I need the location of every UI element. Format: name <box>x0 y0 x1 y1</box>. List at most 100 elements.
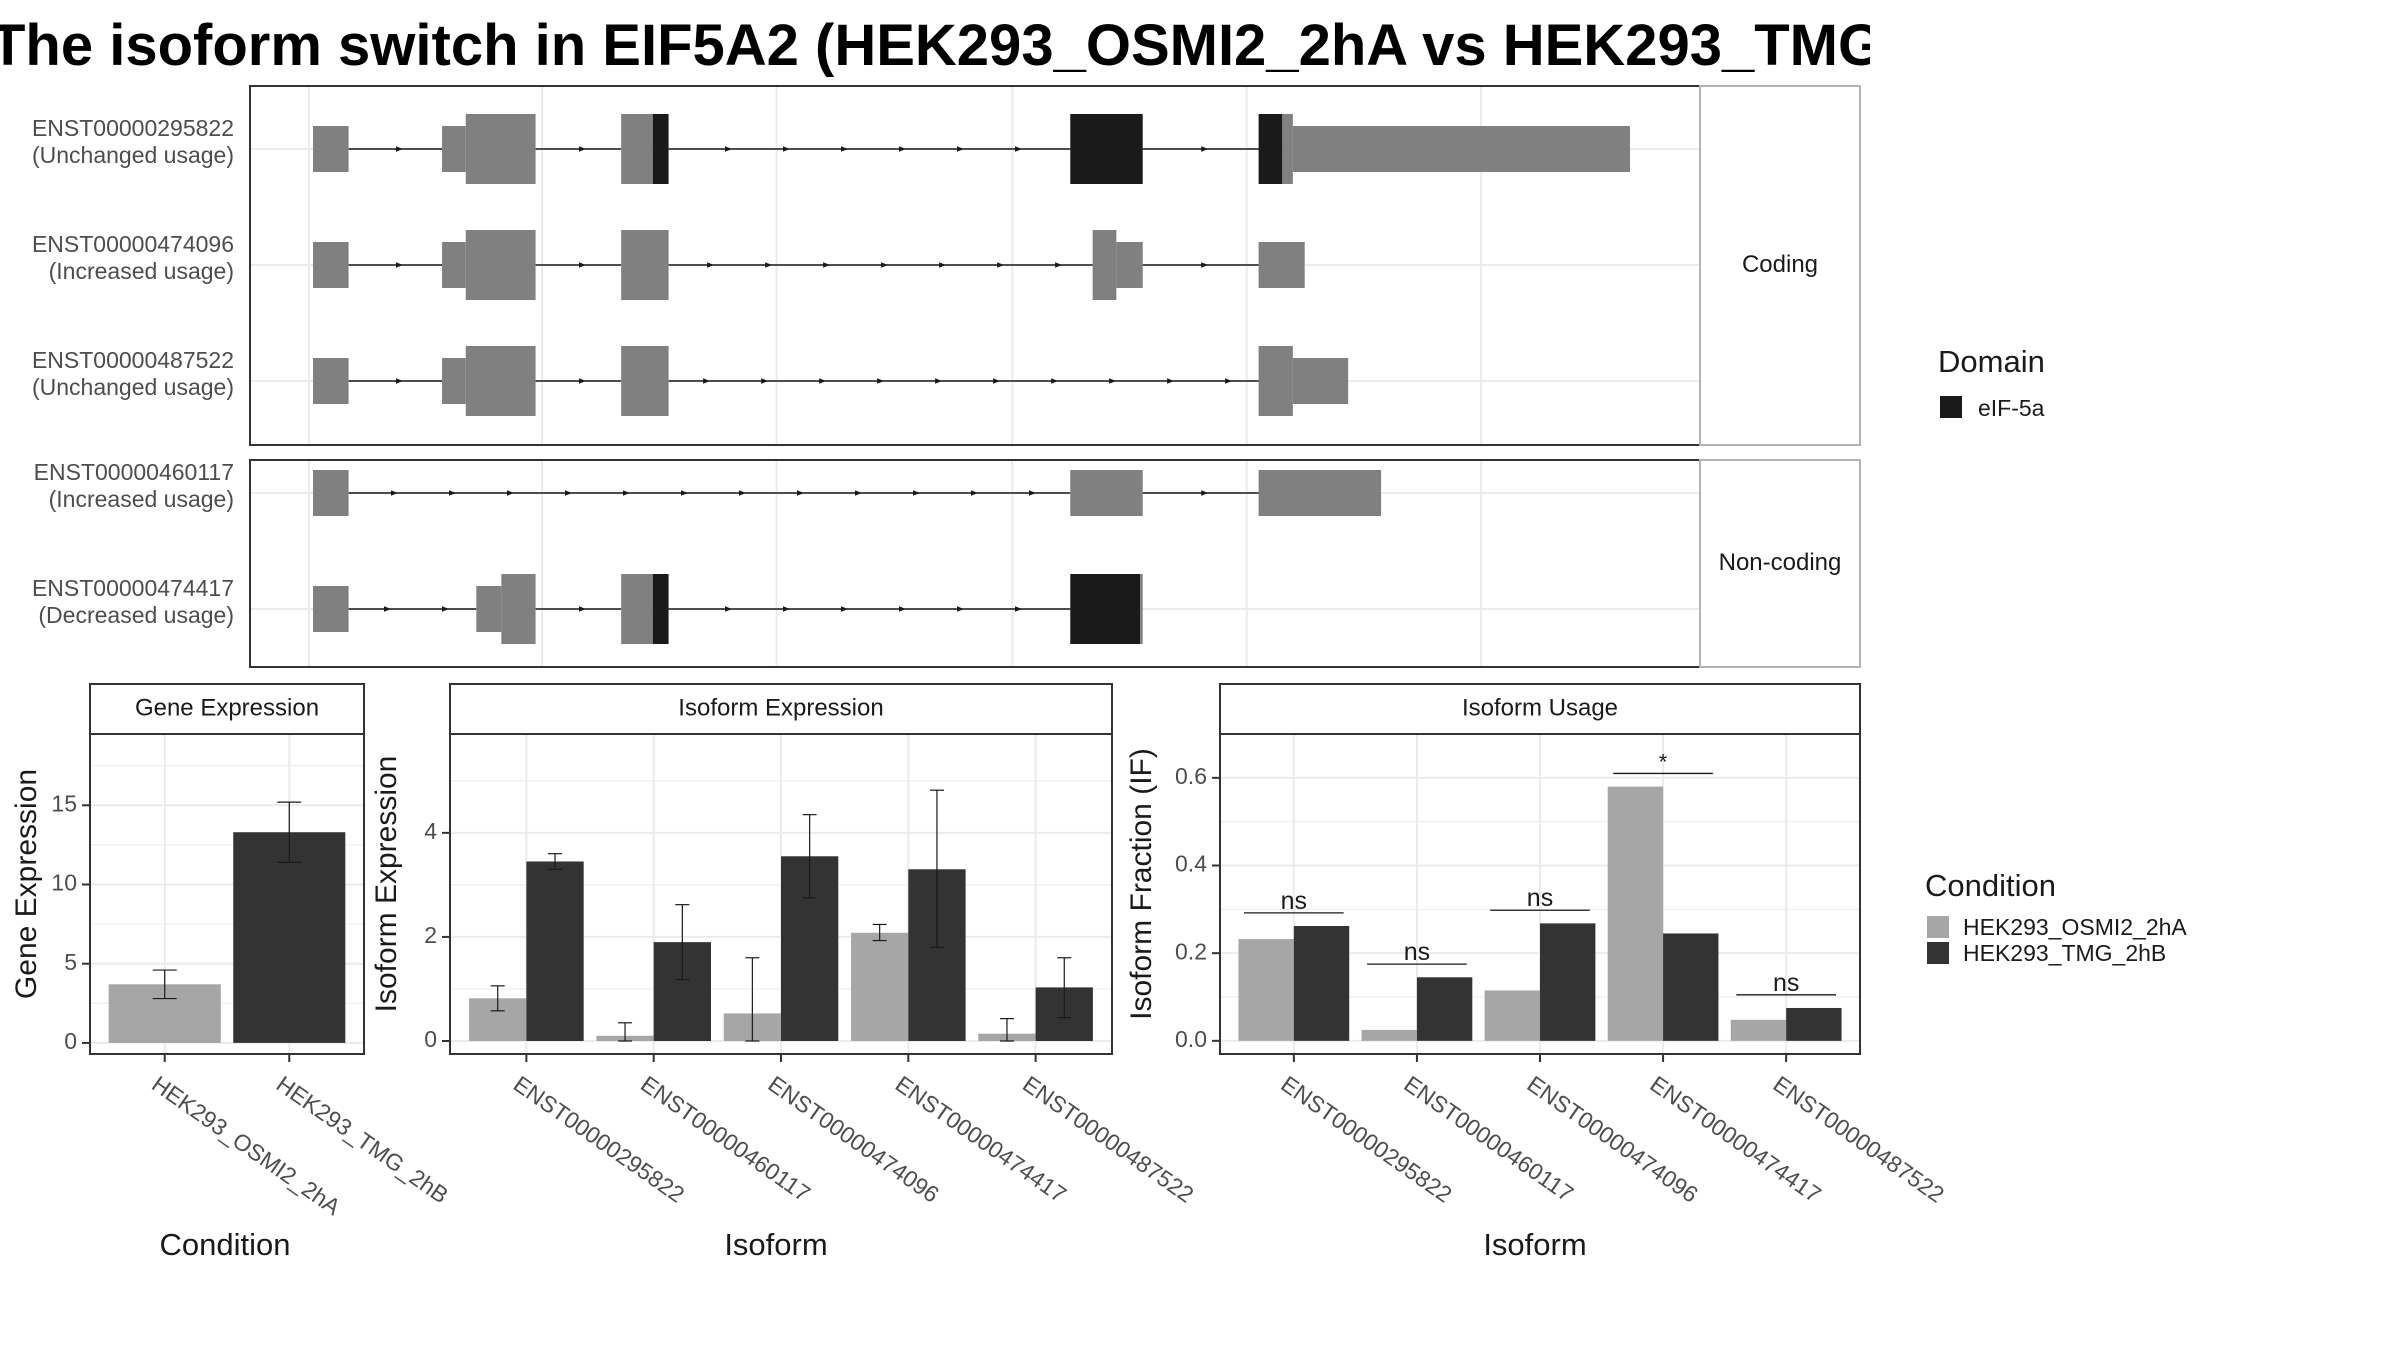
exon-domain <box>652 574 669 644</box>
exon <box>442 242 466 288</box>
facet-strip-label: Coding <box>1742 251 1818 278</box>
bar <box>526 861 584 1041</box>
y-tick-label: 0 <box>424 1026 437 1052</box>
legend-condition-label: HEK293_TMG_2hB <box>1963 940 2166 966</box>
exon <box>1140 574 1143 644</box>
transcript-label: ENST00000295822 (Unchanged usage) <box>32 115 234 168</box>
transcript-id: ENST00000460117 <box>34 459 234 485</box>
exon <box>621 574 653 644</box>
bar <box>1238 939 1294 1041</box>
bar <box>851 932 909 1041</box>
x-axis-title: Isoform <box>724 1227 827 1262</box>
bar <box>1730 1019 1787 1041</box>
y-tick-label: 0 <box>64 1028 77 1054</box>
transcript-usage: (Decreased usage) <box>38 602 234 628</box>
bar <box>1416 977 1473 1041</box>
plot-strip <box>89 683 365 735</box>
y-tick-label: 2 <box>424 922 437 948</box>
exon <box>476 586 502 632</box>
significance-label: * <box>1659 749 1668 774</box>
transcript-id: ENST00000474096 <box>32 231 234 257</box>
exon <box>621 114 653 184</box>
bar <box>1293 926 1350 1041</box>
exon <box>1258 346 1293 416</box>
transcript-id: ENST00000487522 <box>32 347 234 373</box>
exon <box>1092 230 1117 300</box>
exon <box>313 126 349 172</box>
transcript-usage: (Increased usage) <box>49 486 234 512</box>
exon <box>465 346 536 416</box>
legend-condition-key <box>1927 916 1949 938</box>
plot-title: Isoform Usage <box>1462 694 1618 721</box>
y-tick-label: 0.2 <box>1175 938 1207 964</box>
x-axis-title: Condition <box>160 1227 291 1262</box>
plot-strip <box>1219 683 1861 735</box>
facet-strip <box>1699 459 1861 668</box>
legend-condition-label: HEK293_OSMI2_2hA <box>1963 914 2187 940</box>
exon <box>465 230 536 300</box>
transcript-label: ENST00000460117 (Increased usage) <box>34 459 234 512</box>
exon <box>1116 242 1143 288</box>
legend-condition-title: Condition <box>1925 868 2056 903</box>
y-tick-label: 0.4 <box>1175 851 1207 877</box>
bar <box>1540 923 1596 1041</box>
significance-label: ns <box>1773 969 1799 997</box>
transcript-usage: (Unchanged usage) <box>32 374 234 400</box>
structure-panel-1 <box>250 460 1700 667</box>
transcript-label: ENST00000474096 (Increased usage) <box>32 231 234 284</box>
significance-label: ns <box>1527 884 1553 912</box>
exon <box>313 586 349 632</box>
y-tick-label: 4 <box>424 818 437 844</box>
y-tick-label: 10 <box>51 870 77 896</box>
exon <box>465 114 536 184</box>
exon <box>442 358 466 404</box>
bar <box>1484 990 1540 1041</box>
exon <box>1292 126 1630 172</box>
exon-domain <box>1070 114 1143 184</box>
bar <box>1663 933 1719 1041</box>
exon <box>1292 358 1349 404</box>
exon <box>313 358 349 404</box>
y-axis-title: Isoform Fraction (IF) <box>1125 748 1158 1020</box>
exon <box>1258 470 1382 516</box>
plot-title: Gene Expression <box>135 694 319 721</box>
exon <box>1258 242 1305 288</box>
exon <box>313 470 349 516</box>
significance-label: ns <box>1404 938 1430 966</box>
bar <box>1607 786 1664 1041</box>
transcript-id: ENST00000474417 <box>32 575 234 601</box>
legend-condition-key <box>1927 942 1949 964</box>
exon <box>1070 470 1143 516</box>
exon-domain <box>1258 114 1283 184</box>
bar <box>1361 1029 1417 1041</box>
plot-title: Isoform Expression <box>678 694 883 721</box>
legend-domain-label: eIF-5a <box>1978 395 2045 421</box>
transcript-label: ENST00000474417 (Decreased usage) <box>32 575 234 628</box>
facet-strip <box>1699 85 1861 446</box>
exon-domain <box>1070 574 1141 644</box>
y-tick-label: 5 <box>64 949 77 975</box>
exon <box>442 126 466 172</box>
transcript-id: ENST00000295822 <box>32 115 234 141</box>
exon <box>621 230 669 300</box>
plot-strip <box>449 683 1113 735</box>
transcript-label: ENST00000487522 (Unchanged usage) <box>32 347 234 400</box>
y-tick-label: 15 <box>51 790 77 816</box>
y-axis-title: Isoform Expression <box>370 756 403 1013</box>
x-axis-title: Isoform <box>1483 1227 1586 1262</box>
exon <box>1282 114 1293 184</box>
significance-label: ns <box>1281 887 1307 915</box>
exon <box>313 242 349 288</box>
transcript-usage: (Increased usage) <box>49 258 234 284</box>
exon <box>501 574 536 644</box>
y-axis-title: Gene Expression <box>10 769 43 999</box>
exon <box>621 346 669 416</box>
transcript-usage: (Unchanged usage) <box>32 142 234 168</box>
legend-domain-title: Domain <box>1938 344 2045 379</box>
y-tick-label: 0.0 <box>1175 1026 1207 1052</box>
figure-title: The isoform switch in EIF5A2 (HEK293_OSM… <box>0 13 1870 78</box>
y-tick-label: 0.6 <box>1175 763 1207 789</box>
facet-strip-label: Non-coding <box>1719 549 1842 576</box>
bar <box>233 832 346 1043</box>
